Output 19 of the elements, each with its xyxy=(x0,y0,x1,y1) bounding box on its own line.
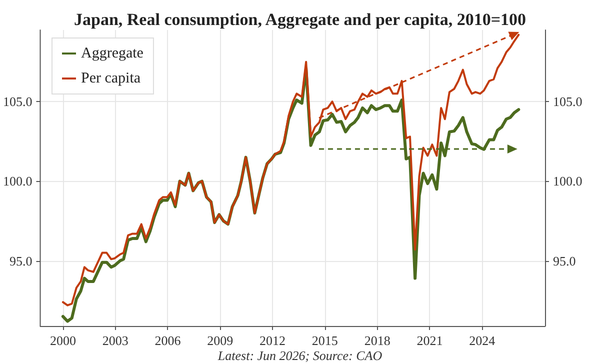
x-tick-label: 2012 xyxy=(260,333,286,348)
x-tick-label: 2015 xyxy=(312,333,338,348)
x-tick-label: 2009 xyxy=(207,333,234,348)
x-tick-label: 2003 xyxy=(102,333,128,348)
x-tick-label: 2018 xyxy=(364,333,390,348)
legend-label: Per capita xyxy=(81,70,141,86)
y-tick-label: 100.0 xyxy=(3,174,32,189)
x-tick-label: 2000 xyxy=(50,333,76,348)
y2-tick-label: 95.0 xyxy=(553,253,576,268)
legend-label: Aggregate xyxy=(81,46,144,62)
text: Latest: Jun 2026; Source: CAO xyxy=(216,348,383,363)
y2-tick-label: 105.0 xyxy=(553,94,582,110)
y2-tick-label: 100.0 xyxy=(553,174,582,189)
x-tick-label: 2006 xyxy=(154,333,182,348)
y-tick-label: 105.0 xyxy=(3,94,32,110)
x-tick-label: 2024 xyxy=(469,333,496,348)
x-tick-label: 2021 xyxy=(416,333,443,348)
chart-title: Japan, Real consumption, Aggregate and per capita, 2010=100 xyxy=(74,10,526,29)
y-tick-label: 95.0 xyxy=(10,253,32,268)
